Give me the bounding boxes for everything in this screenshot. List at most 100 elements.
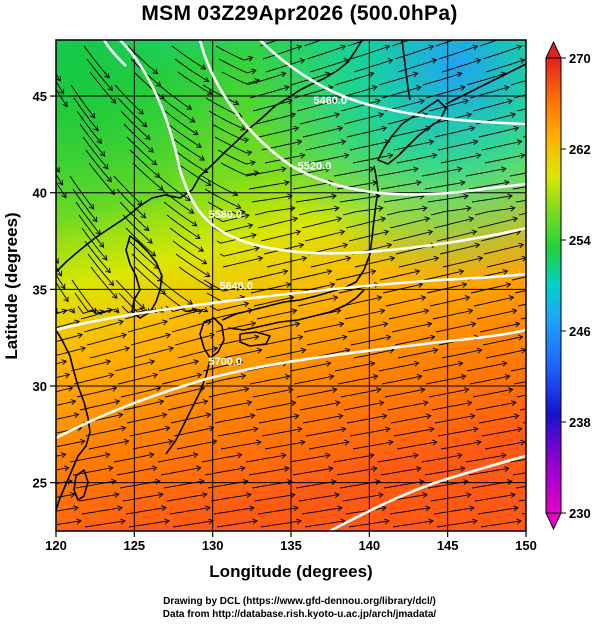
- streamline: [208, 110, 246, 131]
- streamline-arrowhead: [431, 58, 438, 64]
- streamline: [116, 467, 157, 476]
- streamline-arrowhead: [419, 98, 425, 105]
- streamline-arrowhead: [425, 32, 430, 37]
- streamline-arrowhead: [337, 32, 342, 37]
- streamline-arrowhead: [467, 308, 474, 315]
- streamline-arrowhead: [42, 116, 47, 121]
- streamline: [387, 401, 428, 411]
- streamline-arrowhead: [518, 242, 525, 249]
- streamline-arrowhead: [196, 142, 202, 148]
- streamline-arrowhead: [425, 125, 432, 132]
- streamline: [289, 454, 330, 463]
- streamline: [56, 320, 80, 329]
- streamline: [432, 309, 473, 320]
- streamline-arrowhead: [503, 85, 510, 91]
- streamline: [472, 388, 513, 398]
- streamline-arrowhead: [73, 412, 80, 419]
- y-ticks: 25 30 35 40 45: [33, 89, 56, 491]
- streamline-arrowhead: [192, 130, 199, 136]
- streamline-arrowhead: [416, 465, 422, 472]
- streamline: [339, 195, 381, 203]
- streamline-arrowhead: [476, 439, 482, 446]
- colorbar: 230 238 246 254 262 270: [545, 40, 591, 531]
- streamline: [350, 45, 390, 60]
- streamline-arrowhead: [237, 359, 244, 366]
- streamline-arrowhead: [564, 59, 569, 64]
- streamline: [397, 59, 437, 73]
- streamline-arrowhead: [296, 139, 303, 146]
- streamline-arrowhead: [287, 193, 293, 200]
- streamline-arrowhead: [161, 505, 167, 512]
- streamline: [157, 175, 191, 201]
- streamline: [289, 168, 330, 177]
- streamline: [481, 140, 522, 151]
- streamline-arrowhead: [458, 268, 465, 275]
- streamline: [221, 71, 260, 85]
- streamline: [262, 336, 303, 346]
- streamline-arrowhead: [148, 147, 154, 153]
- streamline-arrowhead: [381, 505, 387, 512]
- streamline-arrowhead: [109, 189, 116, 195]
- streamline: [523, 44, 526, 47]
- streamline-arrowhead: [389, 255, 396, 262]
- streamline-arrowhead: [420, 295, 427, 302]
- streamline-arrowhead: [510, 112, 517, 118]
- streamline-arrowhead: [460, 179, 466, 186]
- coastline-kyushu: [199, 317, 225, 359]
- streamline: [302, 415, 343, 424]
- streamline: [253, 296, 294, 307]
- streamline: [437, 140, 478, 151]
- streamline-arrowhead: [565, 348, 570, 353]
- streamline: [171, 320, 212, 333]
- streamline-arrowhead: [143, 225, 150, 232]
- streamline: [349, 428, 390, 437]
- streamline-arrowhead: [419, 387, 426, 393]
- streamline-arrowhead: [108, 280, 115, 287]
- streamline: [56, 400, 76, 407]
- streamline: [394, 45, 434, 60]
- streamline: [472, 100, 513, 112]
- streamline-arrowhead: [152, 372, 159, 379]
- streamline: [348, 231, 389, 242]
- streamline: [437, 428, 478, 437]
- coastline-ryukyu: [165, 359, 211, 455]
- streamline-arrowhead: [233, 99, 240, 106]
- y-axis-label: Latitude (degrees): [2, 212, 21, 359]
- streamline: [166, 493, 207, 502]
- streamline: [260, 231, 301, 242]
- streamline-arrowhead: [340, 44, 347, 51]
- streamline: [248, 181, 289, 190]
- streamline: [173, 427, 214, 437]
- streamline-arrowhead: [60, 283, 66, 290]
- streamline: [262, 45, 302, 60]
- streamline-arrowhead: [384, 518, 390, 525]
- streamline-arrowhead: [414, 268, 421, 275]
- streamline-arrowhead: [123, 438, 130, 445]
- streamline: [126, 413, 167, 424]
- streamline-arrowhead: [463, 98, 469, 105]
- streamline-arrowhead: [345, 255, 352, 262]
- streamline-arrowhead: [299, 152, 306, 159]
- streamline: [202, 84, 239, 105]
- colorbar-tick-label: 230: [569, 506, 591, 521]
- streamline: [123, 123, 154, 153]
- streamline-arrowhead: [108, 372, 115, 379]
- streamline-arrowhead: [468, 216, 475, 223]
- streamline-arrowhead: [293, 125, 300, 132]
- streamline: [125, 507, 167, 515]
- streamline: [342, 494, 384, 502]
- coastline-hokkaido: [377, 99, 447, 165]
- streamline-arrowhead: [73, 505, 79, 512]
- streamline: [308, 441, 349, 450]
- streamline: [207, 201, 245, 215]
- streamline-arrowhead: [507, 193, 513, 200]
- streamline: [170, 413, 211, 424]
- streamline-arrowhead: [61, 192, 67, 199]
- streamline-arrowhead: [111, 385, 118, 392]
- streamline: [174, 58, 209, 82]
- streamline-arrowhead: [141, 121, 148, 128]
- streamline-arrowhead: [466, 492, 472, 499]
- streamline-arrowhead: [508, 295, 515, 302]
- credits: Drawing by DCL (https://www.gfd-dennou.o…: [0, 595, 599, 621]
- streamline: [266, 257, 307, 268]
